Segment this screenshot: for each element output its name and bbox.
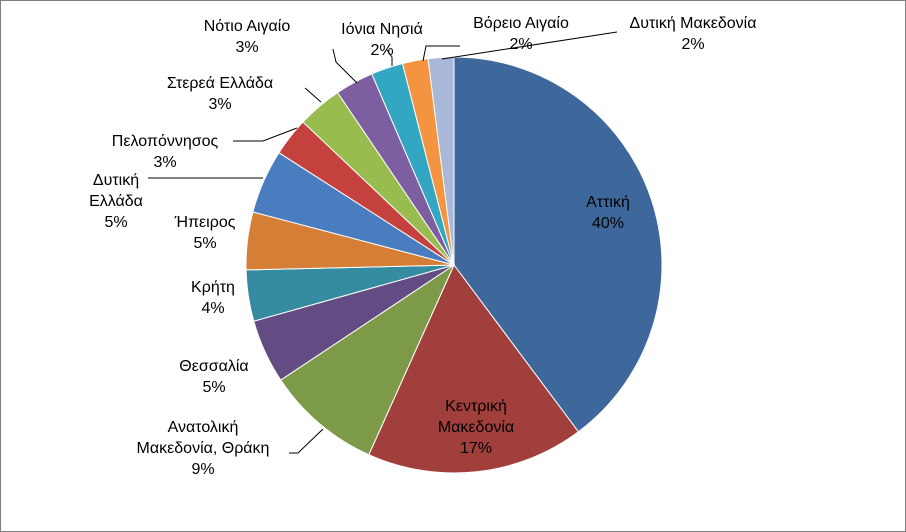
slice-labels: Αττική 40% Κεντρική Μακεδονία 17% Ανατολική Μα… bbox=[89, 15, 756, 478]
leader-line bbox=[233, 127, 298, 142]
slice-percent: 2% bbox=[370, 42, 393, 59]
slice-label: Δυτική Ελλάδα 5% bbox=[89, 172, 143, 231]
slice-name: Αττική bbox=[586, 194, 630, 211]
slice-name: Θεσσαλία bbox=[179, 358, 248, 375]
leader-line bbox=[386, 49, 393, 66]
slice-percent: 3% bbox=[235, 39, 258, 56]
slice-label: Αττική 40% bbox=[586, 194, 630, 232]
slice-label: Ήπειρος 5% bbox=[174, 214, 236, 252]
leader-line bbox=[289, 428, 324, 454]
slice-name: Κρήτη bbox=[191, 279, 235, 296]
slice-name: Ανατολική bbox=[168, 419, 239, 436]
slice-percent: 5% bbox=[202, 379, 225, 396]
slice-percent: 3% bbox=[208, 96, 231, 113]
leader-line bbox=[422, 45, 460, 62]
leader-line bbox=[332, 48, 358, 84]
slice-percent: 5% bbox=[193, 235, 216, 252]
slice-percent: 5% bbox=[104, 214, 127, 231]
pie-slice bbox=[453, 56, 663, 433]
slice-name: Δυτική bbox=[93, 172, 139, 189]
slice-label: Κρήτη 4% bbox=[191, 279, 235, 317]
slice-label: Στερεά Ελλάδα 3% bbox=[167, 75, 273, 113]
slice-label: Ιόνια Νησιά 2% bbox=[341, 21, 423, 59]
slice-percent: 17% bbox=[460, 440, 492, 457]
leader-line bbox=[304, 87, 322, 103]
slice-percent: 9% bbox=[191, 461, 214, 478]
slice-name: Στερεά Ελλάδα bbox=[167, 75, 273, 92]
slice-label: Ανατολική Μακεδονία, Θράκη 9% bbox=[137, 419, 270, 478]
slice-name: Μακεδονία bbox=[438, 419, 514, 436]
slice-label: Θεσσαλία 5% bbox=[179, 358, 248, 396]
slice-label: Νότιο Αιγαίο 3% bbox=[204, 18, 291, 56]
pie-slice bbox=[280, 263, 456, 456]
slice-label: Δυτική Μακεδονία 2% bbox=[630, 15, 757, 53]
slice-name: Κεντρική bbox=[445, 398, 507, 415]
slice-name: Μακεδονία, Θράκη bbox=[137, 440, 270, 457]
slice-label: Πελοπόννησος 3% bbox=[112, 133, 219, 171]
slice-percent: 2% bbox=[509, 36, 532, 53]
slice-label: Βόρειο Αιγαίο 2% bbox=[473, 15, 569, 53]
leader-lines bbox=[148, 31, 618, 454]
slice-percent: 2% bbox=[681, 36, 704, 53]
slice-name: Ήπειρος bbox=[174, 214, 236, 231]
slice-name: Πελοπόννησος bbox=[112, 133, 219, 150]
slice-name: Δυτική Μακεδονία bbox=[630, 15, 757, 32]
pie-slice bbox=[368, 264, 580, 474]
slice-name: Ελλάδα bbox=[89, 193, 143, 210]
slice-percent: 40% bbox=[592, 215, 624, 232]
slice-name: Ιόνια Νησιά bbox=[341, 21, 423, 38]
slice-name: Νότιο Αιγαίο bbox=[204, 18, 291, 35]
slice-name: Βόρειο Αιγαίο bbox=[473, 15, 569, 32]
pie-slices bbox=[245, 56, 663, 474]
slice-label: Κεντρική Μακεδονία 17% bbox=[438, 398, 514, 457]
slice-percent: 4% bbox=[201, 300, 224, 317]
leader-line bbox=[441, 31, 618, 60]
slice-percent: 3% bbox=[153, 154, 176, 171]
